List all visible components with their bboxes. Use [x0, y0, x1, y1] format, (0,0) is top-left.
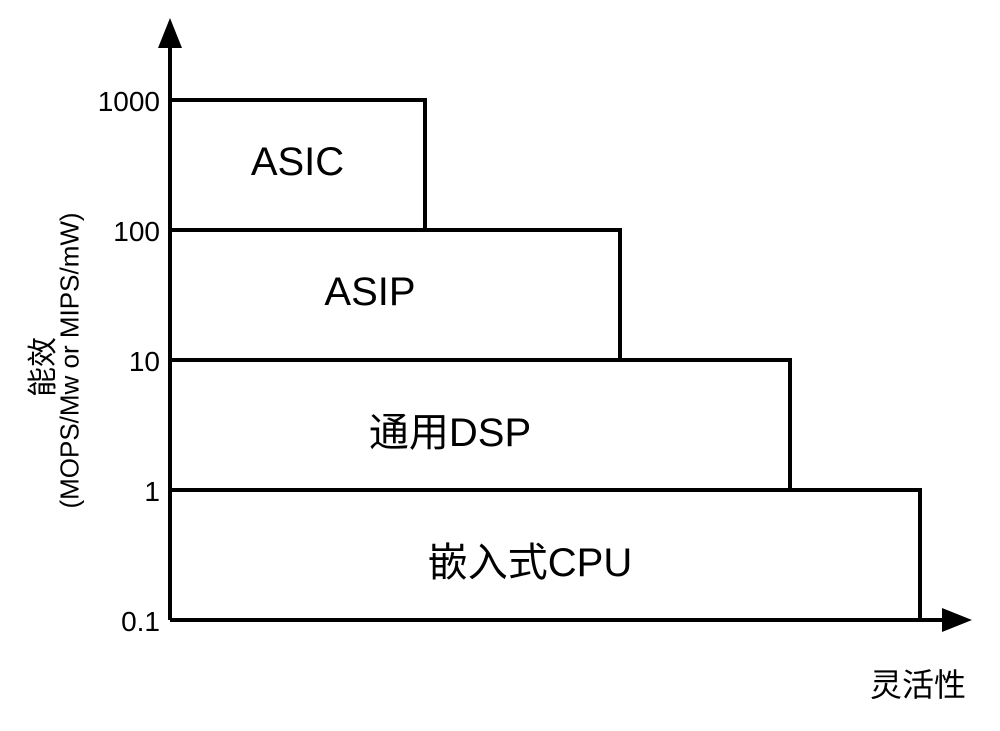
diagram-stage: 1000 100 10 1 0.1 ASIC ASIP 通用DSP 嵌入式CPU…	[0, 0, 1000, 731]
x-axis-title: 灵活性	[870, 660, 966, 706]
y-tick-0p1: 0.1	[60, 606, 160, 638]
y-axis-title-line2: (MOPS/Mw or MIPS/mW)	[55, 191, 86, 531]
step-label-asip: ASIP	[170, 270, 570, 315]
step-label-dsp: 通用DSP	[170, 400, 730, 458]
y-tick-1000: 1000	[60, 86, 160, 118]
step-label-asic: ASIC	[170, 140, 425, 185]
step-label-cpu: 嵌入式CPU	[170, 530, 890, 588]
x-axis-arrow	[942, 608, 972, 632]
y-axis-arrow	[158, 18, 182, 48]
